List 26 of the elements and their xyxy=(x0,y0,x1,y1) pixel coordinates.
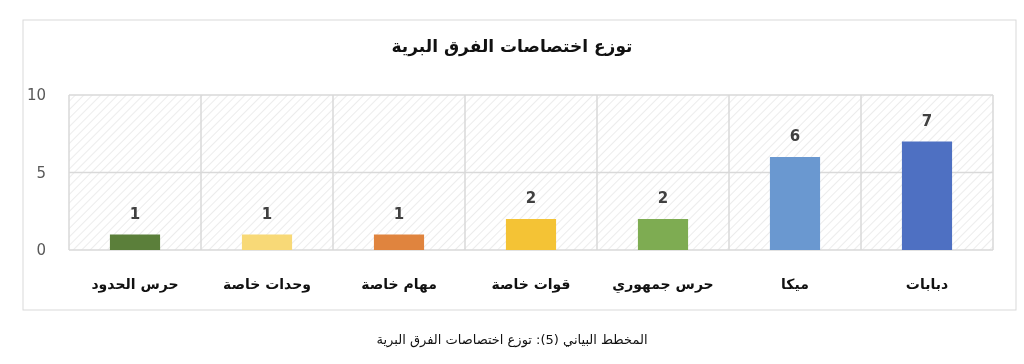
data-label: 7 xyxy=(921,111,933,130)
x-tick-label: ميكا xyxy=(781,275,809,292)
data-label: 6 xyxy=(789,127,801,145)
x-tick-label: دبابات xyxy=(905,275,949,292)
bar xyxy=(241,234,293,250)
y-tick-label: 10 xyxy=(26,86,46,105)
bar xyxy=(901,141,953,250)
x-tick-label: حرس الحدود xyxy=(91,275,179,293)
chart-title: توزع اختصاصات الفرق البرية xyxy=(391,36,633,57)
bar xyxy=(769,157,821,250)
x-tick-label: قوات خاصة xyxy=(491,275,571,293)
bar xyxy=(373,234,425,250)
text: المخطط البياني (5): توزع اختصاصات الفرق البرية xyxy=(376,332,648,348)
data-label: 1 xyxy=(129,204,141,223)
data-label: 1 xyxy=(393,204,405,223)
x-tick-label: وحدات خاصة xyxy=(223,275,311,293)
bar xyxy=(505,219,557,250)
y-tick-label: 5 xyxy=(36,163,46,182)
data-label: 1 xyxy=(261,204,273,223)
y-tick-label: 0 xyxy=(36,241,46,260)
x-tick-label: مهام خاصة xyxy=(361,275,437,293)
data-label: 2 xyxy=(525,189,537,207)
x-tick-label: حرس جمهوري xyxy=(612,275,714,294)
bar xyxy=(109,234,161,250)
data-label: 2 xyxy=(657,189,669,207)
bar xyxy=(637,219,689,250)
